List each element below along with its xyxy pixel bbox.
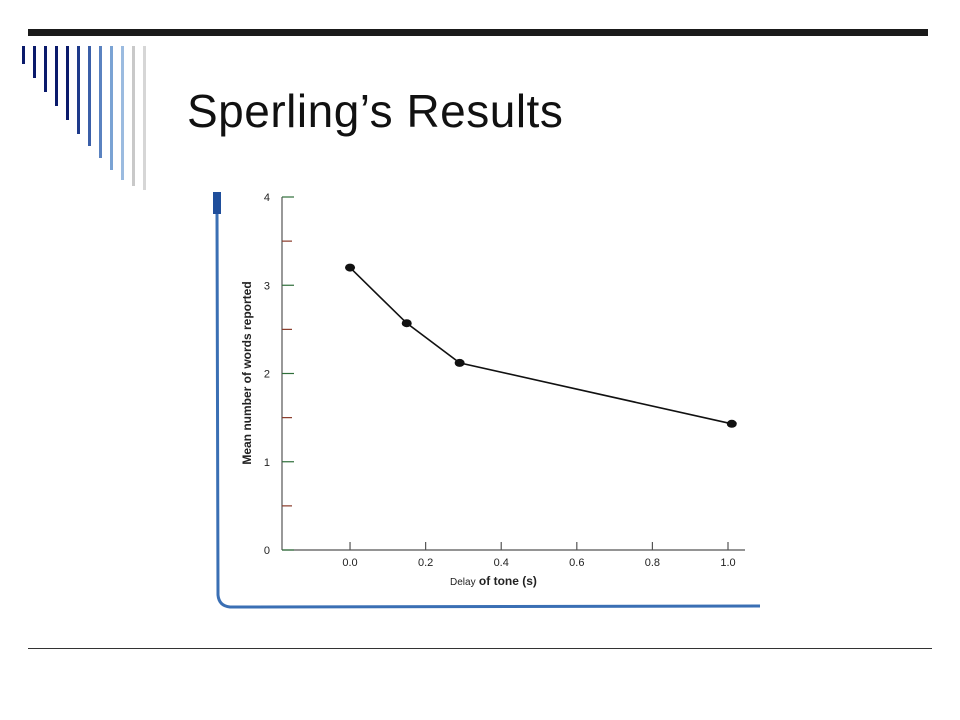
y-axis-label: Mean number of words reported	[240, 281, 254, 464]
footer-rule	[28, 648, 932, 649]
x-axis-label-prefix: Delay	[450, 577, 476, 588]
y-tick-label: 4	[264, 192, 270, 204]
x-tick-label: 0.8	[645, 557, 660, 569]
series-line	[349, 267, 732, 425]
x-tick-label: 0.0	[342, 557, 357, 569]
data-point	[401, 319, 412, 328]
y-tick-label: 3	[264, 280, 270, 292]
y-tick-label: 2	[264, 369, 270, 381]
slide-title: Sperling’s Results	[187, 85, 564, 137]
plot-area: 0 1 2 3 4 0.0 0.2 0.4 0.6 0.8 1.0 Delay of tone (s)…	[240, 192, 745, 588]
y-tick-label: 1	[264, 457, 270, 469]
decorative-stripes	[22, 46, 146, 190]
x-tick-label: 1.0	[720, 557, 735, 569]
x-axis-label-rest: of tone (s)	[476, 574, 537, 588]
data-point	[454, 358, 465, 367]
data-point	[726, 419, 737, 428]
data-point	[345, 263, 356, 272]
figure-frame-edge	[215, 212, 761, 609]
x-axis-label: Delay of tone (s)	[450, 574, 537, 588]
x-tick-label: 0.2	[418, 557, 433, 569]
title-accent-bar	[28, 29, 928, 36]
y-tick-label: 0	[264, 545, 270, 557]
x-tick-label: 0.6	[569, 557, 584, 569]
figure-frame-marker	[213, 192, 221, 214]
x-tick-label: 0.4	[494, 557, 509, 569]
